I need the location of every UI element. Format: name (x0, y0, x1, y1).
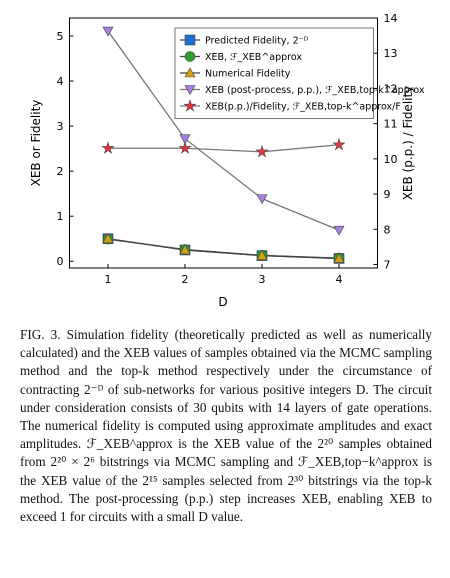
legend-label: XEB, ℱ_XEB^approx (205, 52, 302, 63)
marker (256, 249, 268, 260)
marker (179, 134, 191, 145)
legend-label: Predicted Fidelity, 2⁻ᴰ (205, 36, 309, 47)
legend-marker (183, 99, 197, 112)
marker (178, 141, 192, 154)
marker (256, 194, 268, 205)
y-tick-label: 4 (57, 75, 64, 88)
y2-tick-label: 12 (384, 82, 398, 95)
y2-axis-label: XEB (p.p.) / Fidelity (401, 86, 415, 201)
y2-tick-label: 10 (384, 153, 398, 166)
legend-label: Numerical Fidelity (205, 69, 291, 80)
x-tick-label: 4 (336, 273, 343, 286)
legend-box (174, 27, 374, 119)
y-tick-label: 1 (57, 210, 64, 223)
chart: XEB or Fidelity XEB (p.p.) / Fidelity D … (29, 12, 425, 309)
legend-marker (184, 85, 196, 96)
y-axis-label: XEB or Fidelity (29, 100, 43, 187)
legend-label: XEB (post-process, p.p.), ℱ_XEB,top-k^ap… (205, 85, 425, 96)
legend-marker (184, 67, 196, 78)
y2-tick-label: 14 (384, 12, 398, 25)
legend-marker (184, 34, 196, 46)
marker (102, 26, 114, 37)
caption: FIG. 3. Simulation fidelity (theoretical… (20, 327, 432, 525)
series-line (107, 238, 340, 260)
legend-marker (184, 51, 196, 62)
x-axis-label: D (218, 295, 227, 309)
x-tick-label: 2 (182, 273, 189, 286)
y2-tick-label: 13 (384, 47, 398, 60)
series-line (107, 238, 340, 260)
marker (333, 225, 345, 236)
y2-tick-label: 7 (384, 258, 391, 271)
legend-label: XEB(p.p.)/Fidelity, ℱ_XEB,top-k^approx/F (205, 102, 401, 113)
marker (333, 252, 345, 263)
marker (332, 137, 346, 151)
series-line (107, 238, 340, 259)
y2-tick-label: 9 (384, 188, 391, 201)
series-line (107, 30, 340, 231)
y-tick-label: 5 (57, 30, 64, 43)
x-tick-label: 3 (259, 273, 266, 286)
marker (101, 141, 115, 154)
y-tick-label: 0 (57, 255, 64, 268)
marker (102, 233, 114, 244)
marker (179, 244, 191, 255)
y-tick-label: 2 (57, 165, 64, 178)
x-tick-label: 1 (105, 273, 112, 286)
y2-tick-label: 8 (384, 223, 391, 236)
series-line (108, 144, 340, 153)
y-tick-label: 3 (57, 120, 64, 133)
y2-tick-label: 11 (384, 118, 398, 131)
plot-frame (69, 17, 378, 269)
marker (255, 144, 269, 158)
